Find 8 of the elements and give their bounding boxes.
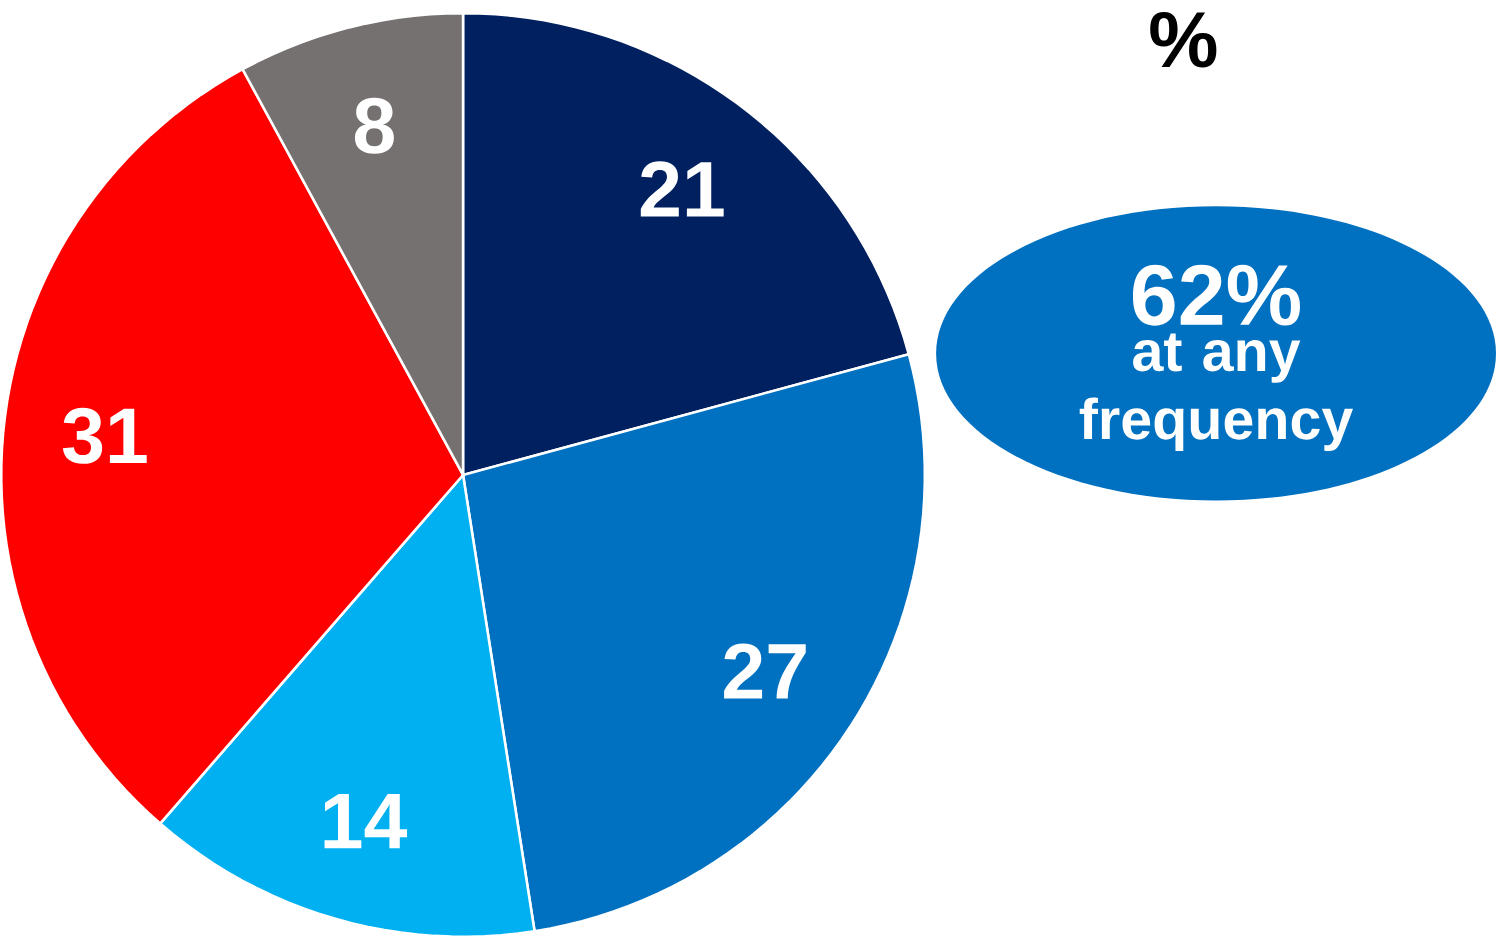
data-label: 27	[724, 643, 806, 699]
data-label: 14	[324, 793, 408, 849]
text: 62%	[1132, 264, 1300, 326]
data-label: 31	[62, 407, 147, 464]
text: %	[1150, 11, 1217, 68]
data-label: 8	[354, 97, 394, 154]
text: at any frequency	[1079, 333, 1354, 452]
data-label: 21	[640, 161, 724, 217]
